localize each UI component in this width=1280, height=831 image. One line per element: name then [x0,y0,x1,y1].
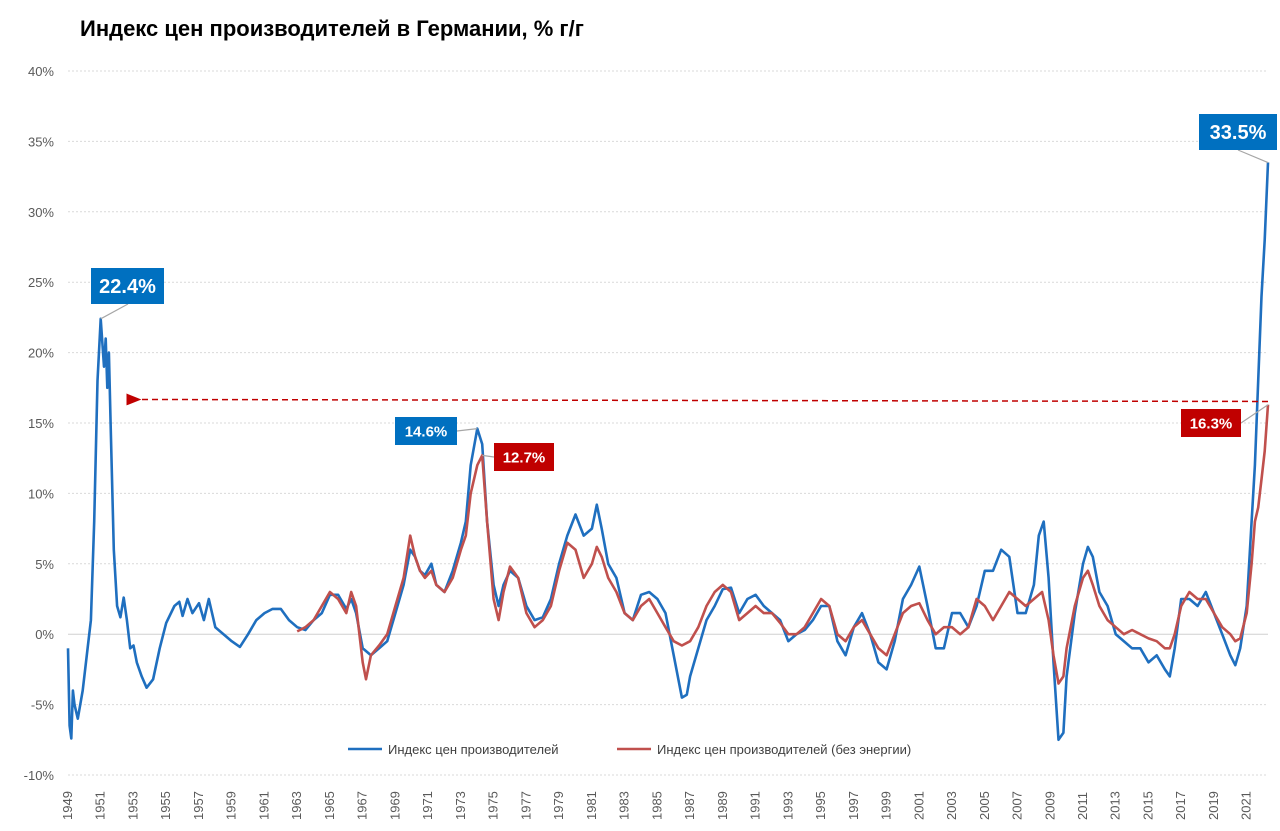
x-tick-label: 2017 [1173,791,1188,820]
x-tick-label: 2009 [1042,791,1057,820]
x-tick-label: 1969 [387,791,402,820]
x-tick-label: 2019 [1206,791,1221,820]
x-tick-label: 1973 [453,791,468,820]
x-tick-label: 1951 [93,791,108,820]
y-tick-label: -5% [31,698,55,713]
y-tick-label: 35% [28,134,54,149]
x-tick-label: 1979 [551,791,566,820]
x-tick-label: 1977 [518,791,533,820]
x-tick-label: 1997 [846,791,861,820]
annotation-box [494,443,554,471]
series-line-ppi-ex-energy [296,404,1270,685]
y-tick-label: 0% [35,627,54,642]
x-tick-label: 1987 [682,791,697,820]
annotation-box [395,417,457,445]
series-line-ppi [66,162,1270,742]
annotation-label: 22.4% [99,276,156,298]
x-tick-label: 1991 [748,791,763,820]
annotation-label: 14.6% [405,423,448,440]
x-tick-label: 1981 [584,791,599,820]
x-tick-label: 1953 [125,791,140,820]
x-tick-label: 1989 [715,791,730,820]
reference-arrow [126,393,1269,406]
x-tick-label: 1955 [158,791,173,820]
x-tick-label: 1961 [256,791,271,820]
chart-title: Индекс цен производителей в Германии, % … [80,16,584,41]
x-tick-label: 2005 [977,791,992,820]
x-tick-label: 1963 [289,791,304,820]
annotation-label: 12.7% [503,449,546,466]
y-tick-label: 20% [28,346,54,361]
legend-label: Индекс цен производителей [388,742,559,757]
x-tick-label: 2007 [1010,791,1025,820]
x-tick-label: 1949 [60,791,75,820]
x-tick-label: 1971 [420,791,435,820]
x-tick-label: 1967 [355,791,370,820]
y-tick-label: 10% [28,486,54,501]
annotation-leader [1240,404,1269,424]
legend-label: Индекс цен производителей (без энергии) [657,742,911,757]
y-tick-label: -10% [24,768,55,783]
annotation-label: 33.5% [1210,122,1267,144]
x-tick-label: 2013 [1108,791,1123,820]
y-tick-label: 15% [28,416,54,431]
annotation-leader [482,454,495,458]
annotation-leader [100,303,129,320]
x-tick-label: 1959 [224,791,239,820]
x-tick-label: 1975 [486,791,501,820]
y-tick-label: 30% [28,205,54,220]
x-tick-label: 1999 [879,791,894,820]
x-tick-label: 2003 [944,791,959,820]
x-tick-label: 1965 [322,791,337,820]
x-tick-label: 1983 [617,791,632,820]
x-tick-label: 2021 [1239,791,1254,820]
x-tick-label: 1957 [191,791,206,820]
y-tick-label: 5% [35,557,54,572]
x-tick-label: 1985 [649,791,664,820]
annotation-box [1199,114,1277,150]
x-tick-label: 2001 [911,791,926,820]
annotation-leader [456,428,478,432]
annotation-label: 16.3% [1190,415,1233,432]
annotation-box [1181,409,1241,437]
y-tick-label: 25% [28,275,54,290]
x-tick-label: 1993 [780,791,795,820]
annotation-leader [1237,149,1269,164]
annotation-box [91,268,164,304]
x-tick-label: 2011 [1075,792,1090,820]
x-tick-label: 1995 [813,791,828,820]
x-tick-label: 2015 [1140,791,1155,820]
y-tick-label: 40% [28,64,54,79]
